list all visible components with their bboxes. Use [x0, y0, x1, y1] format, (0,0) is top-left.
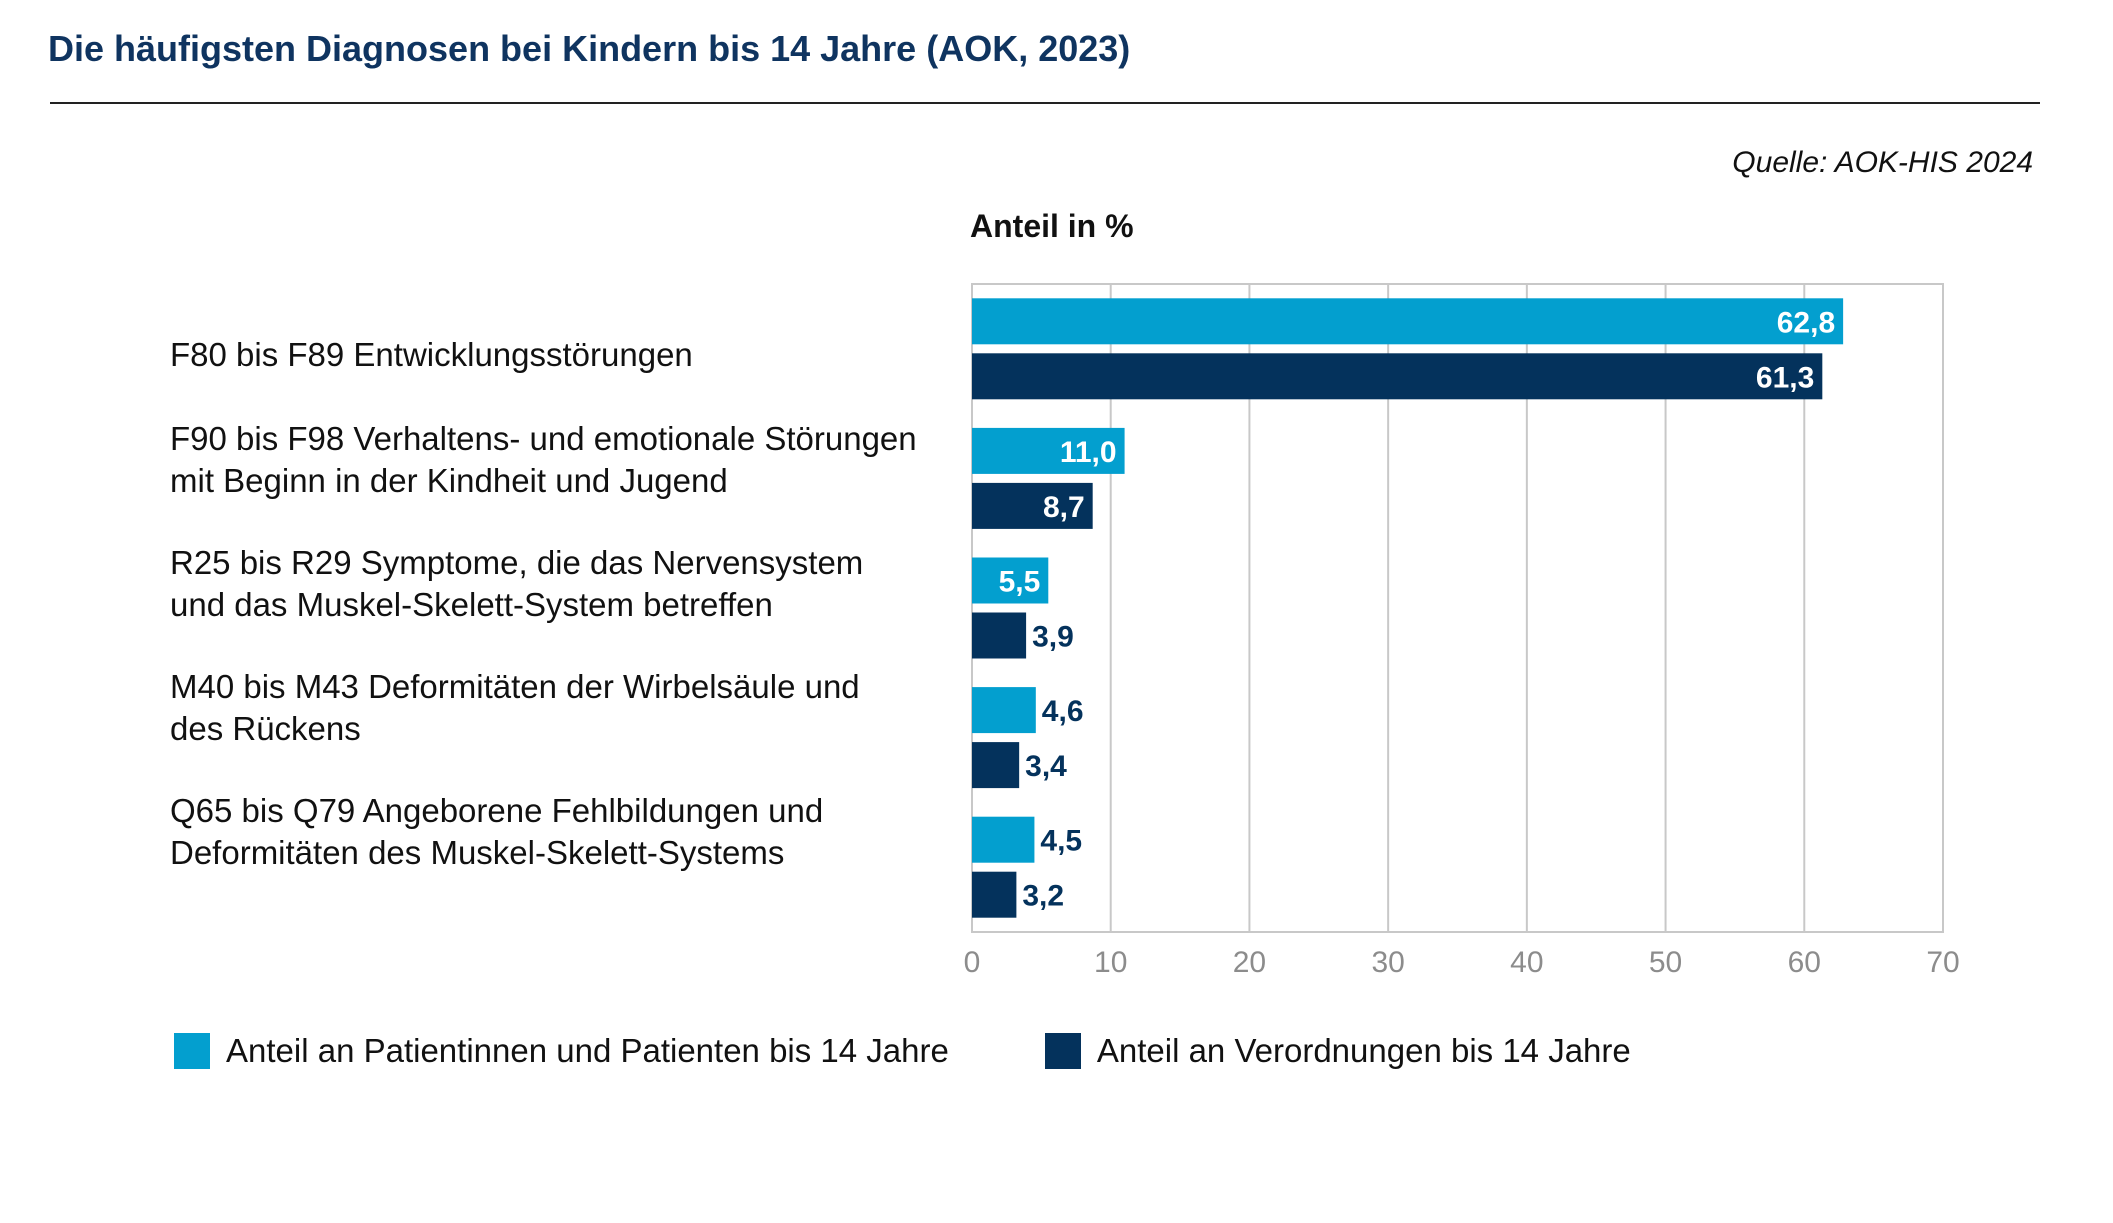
category-label-4: M40 bis M43 Deformitäten der Wirbelsäule… [170, 666, 960, 750]
bar [972, 298, 1844, 345]
legend-label-patients: Anteil an Patientinnen und Patienten bis… [226, 1032, 949, 1069]
x-tick-label: 40 [1510, 946, 1543, 979]
bar [972, 482, 1093, 529]
data-label: 5,5 [999, 566, 1041, 599]
bar [972, 742, 1020, 789]
axis-title: Anteil in % [970, 208, 1134, 244]
category-label-1: F80 bis F89 Entwicklungsstörungen [170, 334, 960, 376]
bar [972, 816, 1035, 863]
category-label-line: M40 bis M43 Deformitäten der Wirbelsäule… [170, 668, 860, 705]
legend-item-prescriptions: Anteil an Verordnungen bis 14 Jahre [1044, 1032, 1631, 1070]
legend: Anteil an Patientinnen und Patienten bis… [174, 1032, 1727, 1070]
bar [972, 557, 1049, 604]
legend-label-prescriptions: Anteil an Verordnungen bis 14 Jahre [1096, 1032, 1631, 1069]
source-note: Quelle: AOK-HIS 2024 [1732, 146, 2033, 179]
bar [972, 612, 1027, 659]
legend-swatch-patients [174, 1033, 210, 1069]
category-label-line: mit Beginn in der Kindheit und Jugend [170, 462, 728, 499]
x-tick-label: 30 [1371, 946, 1404, 979]
bar [972, 871, 1017, 918]
x-tick-label: 20 [1233, 946, 1266, 979]
page-title: Die häufigsten Diagnosen bei Kindern bis… [48, 28, 1131, 69]
category-label-5: Q65 bis Q79 Angeborene Fehlbildungen und… [170, 790, 960, 874]
category-label-line: Q65 bis Q79 Angeborene Fehlbildungen und [170, 792, 824, 829]
category-label-line: und das Muskel-Skelett-System betreffen [170, 586, 773, 623]
x-tick-label: 0 [964, 946, 981, 979]
category-label-2: F90 bis F98 Verhaltens- und emotionale S… [170, 418, 960, 502]
data-label: 3,9 [1032, 621, 1074, 654]
data-label: 62,8 [1777, 306, 1835, 339]
data-label: 4,6 [1042, 695, 1084, 728]
bar [972, 687, 1036, 734]
category-label-line: Deformitäten des Muskel-Skelett-Systems [170, 834, 785, 871]
x-tick-label: 60 [1788, 946, 1821, 979]
data-label: 11,0 [1060, 436, 1117, 469]
plot-border [971, 283, 1944, 933]
x-tick-label: 10 [1094, 946, 1127, 979]
legend-item-patients: Anteil an Patientinnen und Patienten bis… [174, 1032, 949, 1070]
data-label: 3,4 [1025, 750, 1067, 783]
x-tick-label: 70 [1926, 946, 1959, 979]
data-label: 3,2 [1022, 880, 1064, 913]
title-divider [50, 102, 2040, 104]
legend-swatch-prescriptions [1044, 1033, 1081, 1069]
data-label: 61,3 [1756, 361, 1814, 394]
category-label-line: des Rückens [170, 710, 361, 747]
data-label: 8,7 [1043, 491, 1085, 524]
category-label-line: F90 bis F98 Verhaltens- und emotionale S… [170, 420, 917, 457]
category-label-line: F80 bis F89 Entwicklungsstörungen [170, 336, 693, 373]
x-tick-label: 50 [1649, 946, 1682, 979]
data-label: 4,5 [1040, 825, 1082, 858]
bar [972, 427, 1125, 474]
bar [972, 353, 1823, 400]
category-label-line: R25 bis R29 Symptome, die das Nervensyst… [170, 544, 864, 581]
category-label-3: R25 bis R29 Symptome, die das Nervensyst… [170, 542, 960, 626]
